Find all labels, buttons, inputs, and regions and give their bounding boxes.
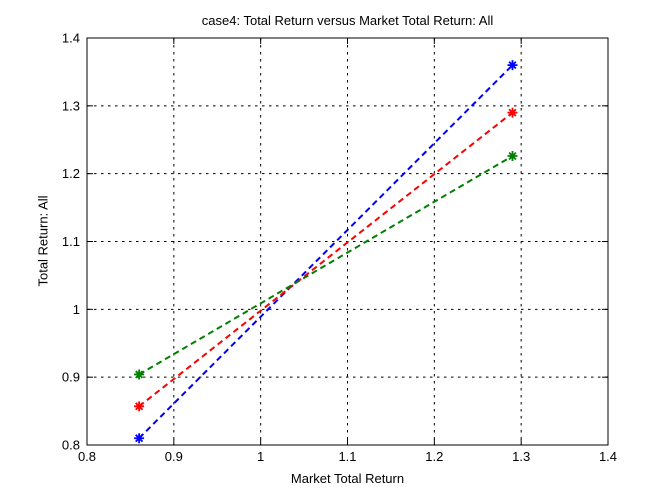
x-axis-label: Market Total Return xyxy=(290,471,405,486)
y-tick-label: 1 xyxy=(73,302,80,317)
x-tick-label: 1.1 xyxy=(338,449,356,464)
x-tick-label: 0.9 xyxy=(165,449,183,464)
series-green-line xyxy=(138,155,513,376)
x-tick-label: 0.8 xyxy=(78,449,96,464)
y-tick-label: 1.2 xyxy=(62,166,80,181)
series-red-line xyxy=(138,111,514,408)
series-red-marker-asterisk-icon xyxy=(507,107,518,118)
chart-title: case4: Total Return versus Market Total … xyxy=(201,13,494,28)
x-tick-label: 1 xyxy=(257,449,264,464)
series-green-marker-asterisk-icon xyxy=(134,369,145,380)
x-tick-label: 1.3 xyxy=(512,449,530,464)
y-tick-label: 1.4 xyxy=(62,31,80,46)
y-tick-label: 1.1 xyxy=(62,234,80,249)
y-tick-label: 1.3 xyxy=(62,98,80,113)
series-red-marker-asterisk-icon xyxy=(134,401,145,412)
x-tick-label: 1.2 xyxy=(425,449,443,464)
series-blue-marker-asterisk-icon xyxy=(507,60,518,71)
y-tick-label: 0.8 xyxy=(62,438,80,453)
series-green-marker-asterisk-icon xyxy=(507,151,518,162)
series-blue-line xyxy=(138,64,514,439)
series-blue-marker-asterisk-icon xyxy=(134,433,145,444)
x-tick-label: 1.4 xyxy=(599,449,617,464)
y-axis-label: Total Return: All xyxy=(35,195,51,287)
y-tick-label: 0.9 xyxy=(62,370,80,385)
